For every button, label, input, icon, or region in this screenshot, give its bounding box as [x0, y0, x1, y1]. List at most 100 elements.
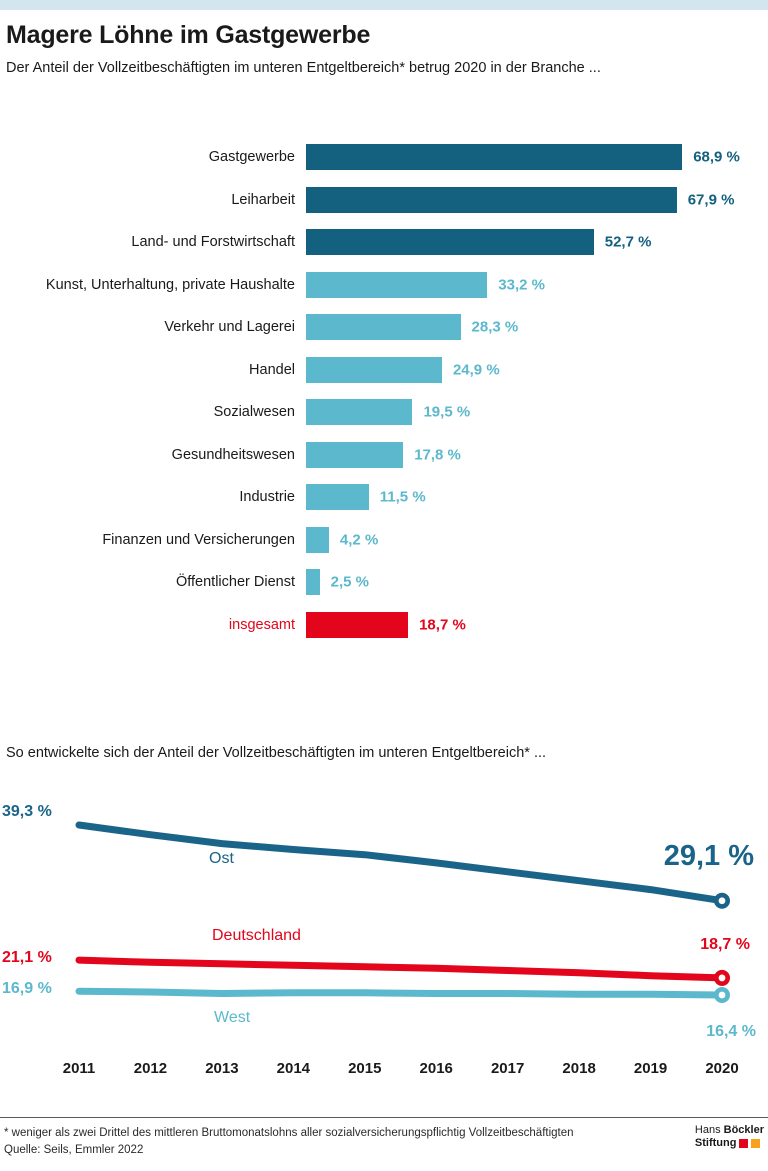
bar-fill	[306, 186, 677, 213]
x-axis-year-label: 2018	[562, 1060, 596, 1077]
logo-line-1: Hans Böckler	[695, 1124, 764, 1137]
line-series-label: Deutschland	[212, 927, 301, 944]
bar-fill	[306, 484, 369, 511]
bar-value-label: 2,5 %	[330, 573, 369, 591]
bar-track	[306, 271, 488, 298]
bar-fill	[306, 569, 320, 596]
logo-line-2: Stiftung	[695, 1137, 764, 1150]
line-start-value-label: 39,3 %	[2, 803, 52, 820]
x-axis-year-label: 2014	[276, 1060, 311, 1077]
line-end-value-label: 18,7 %	[700, 935, 750, 953]
bar-value-label: 19,5 %	[423, 403, 471, 421]
line-start-value-label: 16,9 %	[2, 980, 52, 998]
bar-track	[306, 569, 320, 596]
bar-category-label: Finanzen und Versicherungen	[102, 531, 295, 548]
bar-value-label: 68,9 %	[693, 148, 740, 166]
line-endpoint-marker-center	[718, 897, 726, 905]
bar-fill	[306, 526, 329, 553]
bar-row: Sozialwesen 19,5 %	[0, 391, 768, 434]
bar-category-label: Öffentlicher Dienst	[175, 574, 295, 591]
bar-track	[306, 144, 683, 171]
logo-orange-square-icon	[751, 1139, 761, 1148]
bar-track	[306, 356, 442, 383]
x-axis-year-labels: 2011 2012 2013 2014 2015 2016 2017 2018 2019 2020	[0, 1060, 768, 1086]
bar-row: Handel 24,9 %	[0, 349, 768, 392]
bar-category-label: insgesamt	[228, 616, 295, 633]
footnote-line-2: Quelle: Seils, Emmler 2022	[4, 1144, 144, 1156]
bar-track	[306, 526, 329, 553]
bar-category-label: Kunst, Unterhaltung, private Haushalte	[45, 276, 295, 293]
bar-row: Finanzen und Versicherungen 4,2 %	[0, 519, 768, 562]
header: Magere Löhne im Gastgewerbe Der Anteil d…	[6, 20, 762, 77]
line-end-value-label: 29,1 %	[663, 839, 754, 872]
logo-boeckler: Böckler	[723, 1124, 764, 1136]
x-axis-year-label: 2017	[490, 1060, 525, 1077]
x-axis-year-label: 2019	[633, 1060, 668, 1077]
bar-track	[306, 399, 413, 426]
bar-value-label: 11,5 %	[379, 488, 426, 506]
line-end-value-label: 16,4 %	[706, 1023, 756, 1040]
bar-category-label: Gastgewerbe	[208, 149, 295, 166]
bar-row: Verkehr und Lagerei 28,3 %	[0, 306, 768, 349]
x-axis-year-label: 2020	[705, 1060, 739, 1077]
x-axis-year-label: 2011	[62, 1060, 96, 1077]
bar-value-label: 18,7 %	[419, 616, 466, 634]
x-axis-year-label: 2015	[348, 1060, 382, 1077]
bar-track	[306, 229, 594, 256]
page-title: Magere Löhne im Gastgewerbe	[6, 21, 371, 49]
bar-category-label: Sozialwesen	[213, 404, 295, 421]
line-series-path	[75, 987, 726, 999]
hans-boeckler-stiftung-logo: Hans Böckler Stiftung	[695, 1124, 764, 1150]
line-series-path	[75, 821, 726, 905]
bar-category-label: Leiharbeit	[231, 191, 295, 208]
line-chart: So entwickelte sich der Anteil der Vollz…	[0, 745, 768, 1100]
bar-value-label: 4,2 %	[339, 531, 379, 549]
bar-fill	[306, 229, 594, 256]
bar-fill	[306, 314, 461, 341]
bar-category-label: Industrie	[239, 489, 295, 506]
bar-row: Kunst, Unterhaltung, private Haushalte 33…	[0, 264, 768, 307]
line-series-label: Ost	[209, 850, 234, 867]
footer-divider	[0, 1117, 768, 1118]
bar-row: insgesamt 18,7 %	[0, 604, 768, 647]
bar-fill	[306, 356, 442, 383]
bar-fill	[306, 611, 409, 638]
bar-row: Land- und Forstwirtschaft 52,7 %	[0, 221, 768, 264]
bar-row: Industrie 11,5 %	[0, 476, 768, 519]
bar-row: Gesundheitswesen 17,8 %	[0, 434, 768, 477]
bar-value-label: 33,2 %	[498, 276, 545, 294]
logo-red-square-icon	[739, 1139, 749, 1148]
logo-hans: Hans	[694, 1124, 724, 1136]
line-series-label: West	[214, 1009, 251, 1026]
bar-category-label: Handel	[249, 361, 295, 378]
logo-stiftung: Stiftung	[694, 1137, 737, 1149]
bar-fill	[306, 271, 488, 298]
line-start-value-label: 21,1 %	[2, 949, 52, 967]
bar-fill	[306, 441, 404, 468]
bar-value-label: 67,9 %	[687, 191, 735, 209]
line-chart-heading: So entwickelte sich der Anteil der Vollz…	[6, 745, 547, 761]
bar-track	[306, 441, 404, 468]
bar-row: Leiharbeit 67,9 %	[0, 179, 768, 222]
bar-chart: Gastgewerbe 68,9 % Leiharbeit 67,9 % Land- u…	[0, 136, 768, 656]
bar-category-label: Verkehr und Lagerei	[164, 319, 295, 336]
bar-value-label: 17,8 %	[414, 446, 461, 464]
top-accent-band	[0, 0, 768, 10]
x-axis-year-label: 2013	[205, 1060, 239, 1077]
bar-track	[306, 611, 409, 638]
bar-row: Öffentlicher Dienst 2,5 %	[0, 561, 768, 604]
bar-value-label: 24,9 %	[452, 361, 500, 379]
line-chart-svg	[75, 821, 730, 1003]
bar-fill	[306, 144, 683, 171]
bar-category-label: Gesundheitswesen	[171, 446, 295, 463]
line-endpoint-marker-center	[718, 991, 726, 999]
bar-row: Gastgewerbe 68,9 %	[0, 136, 768, 179]
x-axis-year-label: 2012	[133, 1060, 168, 1077]
bar-fill	[306, 399, 413, 426]
bar-category-label: Land- und Forstwirtschaft	[131, 234, 295, 251]
footnote: * weniger als zwei Drittel des mittleren…	[4, 1125, 664, 1159]
bar-track	[306, 484, 369, 511]
page-subtitle: Der Anteil der Vollzeitbeschäftigten im …	[6, 60, 601, 76]
footnote-line-1: * weniger als zwei Drittel des mittleren…	[4, 1127, 574, 1139]
bar-track	[306, 186, 677, 213]
